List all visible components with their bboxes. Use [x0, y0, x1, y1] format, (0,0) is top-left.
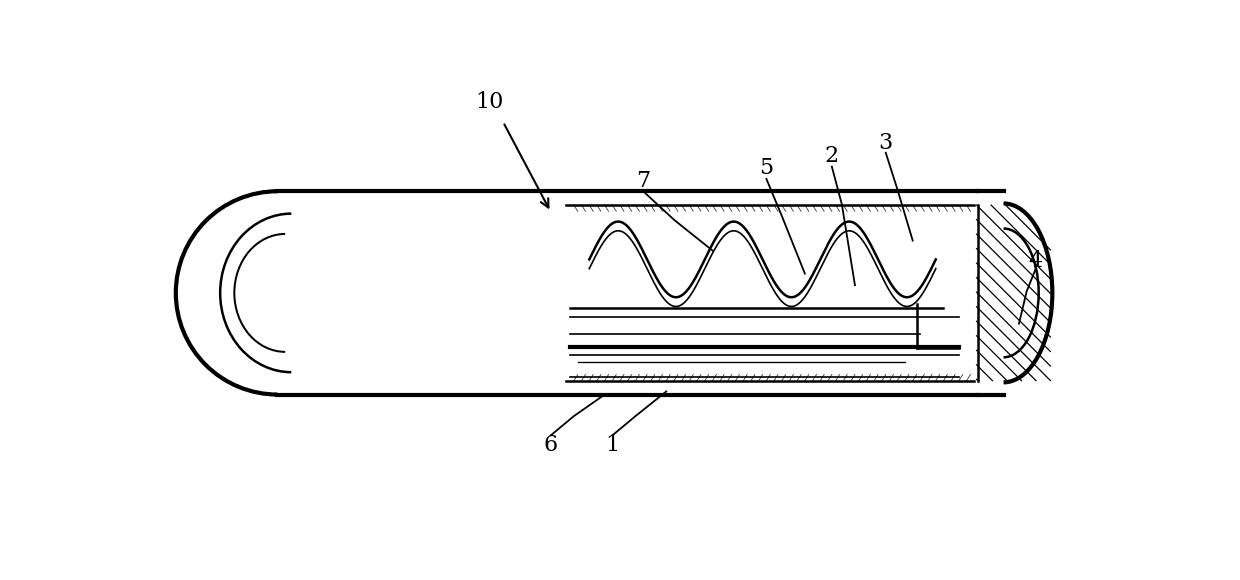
Text: 1: 1: [605, 434, 620, 456]
Text: 3: 3: [879, 132, 893, 154]
Text: 5: 5: [759, 157, 774, 179]
Text: 7: 7: [636, 171, 650, 192]
Text: 10: 10: [475, 91, 503, 113]
Text: 4: 4: [1029, 249, 1043, 271]
Text: 2: 2: [825, 145, 839, 167]
Text: 6: 6: [543, 434, 558, 456]
